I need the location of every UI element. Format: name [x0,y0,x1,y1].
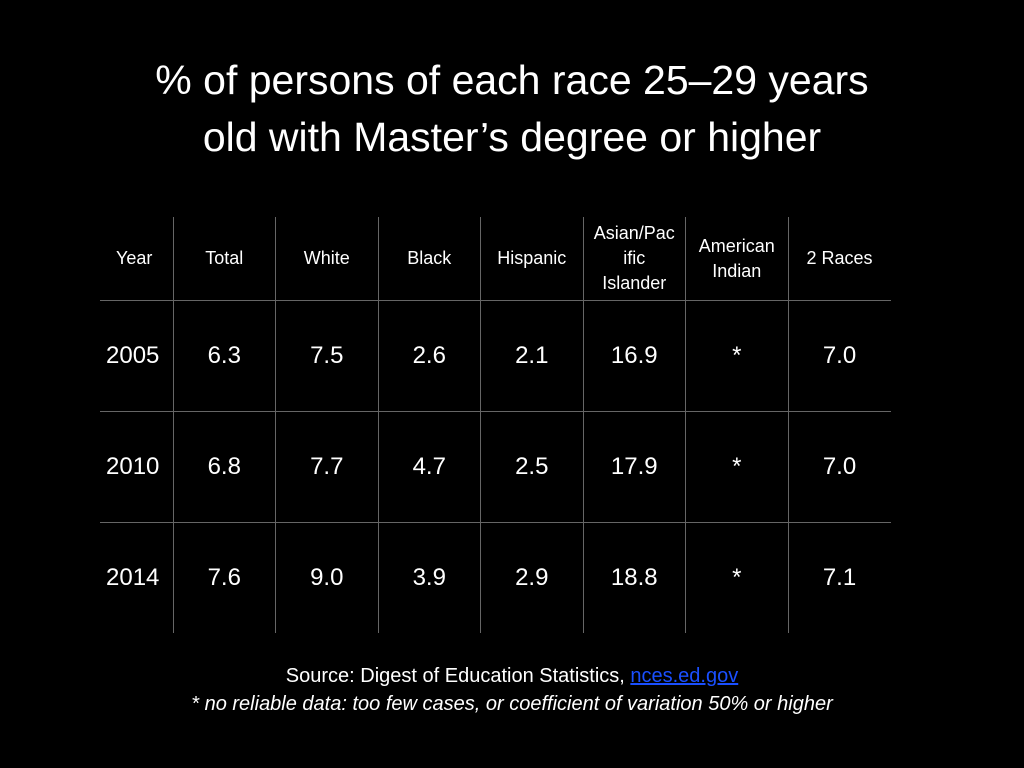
source-link[interactable]: nces.ed.gov [630,665,739,687]
table-row: 2005 6.3 7.5 2.6 2.1 16.9 * 7.0 [100,300,891,412]
cell-total: 6.3 [172,300,276,412]
header-white: White [275,217,378,301]
cell-asian: 17.9 [582,411,686,523]
cell-total: 6.8 [172,411,276,523]
header-american-indian-line-2: Indian [712,260,762,281]
cell-white: 9.0 [275,522,378,633]
cell-american-indian: * [685,411,788,523]
cell-two-races: 7.0 [787,300,891,412]
cell-american-indian: * [685,522,788,633]
cell-total: 7.6 [172,522,276,633]
header-two-races: 2 Races [787,217,891,301]
cell-two-races: 7.1 [787,522,891,633]
header-asian-line-3: Islander [602,273,667,293]
cell-year: 2005 [100,300,173,412]
header-asian-pacific-islander: Asian/Pac ific Islander [582,217,686,301]
cell-hispanic: 2.9 [480,522,583,633]
footnote: * no reliable data: too few cases, or co… [191,693,833,715]
header-asian-line-2: ific [623,248,646,268]
cell-asian: 18.8 [582,522,686,633]
cell-black: 2.6 [377,300,481,412]
cell-white: 7.7 [275,411,378,523]
title-line-2: old with Master’s degree or higher [202,114,822,160]
header-american-indian: American Indian [685,217,788,301]
cell-black: 4.7 [377,411,481,523]
header-hispanic: Hispanic [480,217,583,301]
source-prefix: Source: Digest of Education Statistics, [285,665,631,687]
header-asian-line-1: Asian/Pac [593,223,675,243]
table-row: 2014 7.6 9.0 3.9 2.9 18.8 * 7.1 [100,522,891,633]
table-row: 2010 6.8 7.7 4.7 2.5 17.9 * 7.0 [100,411,891,523]
cell-year: 2010 [100,411,173,523]
cell-american-indian: * [685,300,788,412]
degree-table: Year Total White Black Hispanic Asian/Pa… [100,217,891,633]
header-black: Black [377,217,481,301]
cell-two-races: 7.0 [787,411,891,523]
title-line-1: % of persons of each race 25–29 years [155,57,869,103]
cell-year: 2014 [106,564,160,591]
slide-title: % of persons of each race 25–29 years ol… [60,52,964,166]
cell-asian: 16.9 [582,300,686,412]
slide-footer: Source: Digest of Education Statistics, … [40,662,984,718]
header-row: Year Total White Black Hispanic Asian/Pa… [100,217,891,301]
cell-white: 7.5 [275,300,378,412]
cell-black: 3.9 [377,522,481,633]
header-year: Year [100,217,173,301]
cell-hispanic: 2.5 [480,411,583,523]
header-total: Total [172,217,276,301]
cell-hispanic: 2.1 [480,300,583,412]
header-american-indian-line-1: American [698,235,775,256]
